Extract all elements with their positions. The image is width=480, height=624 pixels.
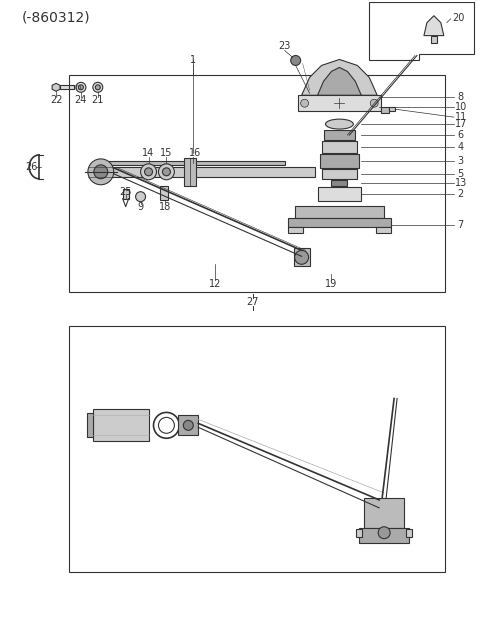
Circle shape bbox=[78, 85, 84, 90]
Bar bbox=[318, 187, 361, 201]
Text: 12: 12 bbox=[209, 279, 221, 289]
Text: 11: 11 bbox=[455, 112, 467, 122]
Text: 18: 18 bbox=[159, 202, 171, 212]
Bar bbox=[69, 76, 445, 292]
Bar bbox=[322, 169, 357, 178]
Text: 26: 26 bbox=[25, 162, 37, 172]
Circle shape bbox=[300, 99, 309, 107]
Bar bbox=[295, 206, 384, 218]
Bar bbox=[381, 107, 389, 113]
Text: 21: 21 bbox=[92, 95, 104, 105]
Bar bbox=[184, 158, 196, 186]
Circle shape bbox=[136, 192, 145, 202]
Bar bbox=[288, 218, 391, 228]
Polygon shape bbox=[424, 16, 444, 36]
Bar bbox=[69, 326, 445, 572]
Text: (-860312): (-860312) bbox=[21, 11, 90, 25]
Text: 2: 2 bbox=[457, 188, 464, 198]
Bar bbox=[431, 36, 437, 42]
Text: 22: 22 bbox=[50, 95, 62, 105]
Circle shape bbox=[291, 56, 300, 66]
Text: 6: 6 bbox=[457, 130, 464, 140]
Text: 24: 24 bbox=[75, 95, 87, 105]
Circle shape bbox=[158, 417, 174, 433]
Circle shape bbox=[144, 168, 153, 176]
Bar bbox=[288, 228, 302, 233]
Bar bbox=[406, 529, 412, 537]
Text: 9: 9 bbox=[137, 202, 144, 212]
Bar bbox=[106, 167, 314, 177]
Text: 1: 1 bbox=[190, 56, 196, 66]
Circle shape bbox=[88, 159, 114, 185]
Bar bbox=[356, 529, 362, 537]
Bar bbox=[324, 130, 355, 140]
Bar bbox=[60, 85, 74, 89]
Text: 19: 19 bbox=[325, 279, 337, 289]
Circle shape bbox=[94, 165, 108, 178]
Circle shape bbox=[93, 82, 103, 92]
Circle shape bbox=[141, 164, 156, 180]
Bar bbox=[93, 409, 148, 441]
Bar bbox=[364, 498, 404, 528]
Circle shape bbox=[158, 164, 174, 180]
Text: 8: 8 bbox=[457, 92, 464, 102]
Text: 25: 25 bbox=[120, 187, 132, 197]
Bar bbox=[320, 154, 360, 168]
Text: 4: 4 bbox=[457, 142, 464, 152]
Text: 13: 13 bbox=[455, 178, 467, 188]
Bar bbox=[389, 107, 395, 111]
Bar bbox=[360, 528, 409, 543]
Bar bbox=[298, 95, 381, 111]
Text: 20: 20 bbox=[453, 12, 465, 22]
Circle shape bbox=[154, 412, 180, 438]
Text: 17: 17 bbox=[455, 119, 467, 129]
Bar bbox=[87, 414, 93, 437]
Bar bbox=[376, 228, 391, 233]
Polygon shape bbox=[318, 67, 361, 95]
Text: 3: 3 bbox=[457, 156, 464, 166]
Bar bbox=[179, 416, 198, 436]
Circle shape bbox=[162, 168, 170, 176]
Text: 27: 27 bbox=[247, 297, 259, 307]
Polygon shape bbox=[301, 59, 377, 95]
Circle shape bbox=[378, 527, 390, 539]
Polygon shape bbox=[52, 84, 60, 91]
Text: 23: 23 bbox=[278, 41, 291, 51]
Bar bbox=[322, 141, 357, 153]
Text: 15: 15 bbox=[160, 148, 173, 158]
Text: 10: 10 bbox=[455, 102, 467, 112]
Bar bbox=[332, 180, 348, 186]
Bar bbox=[123, 188, 129, 198]
Bar bbox=[294, 248, 310, 266]
Text: 16: 16 bbox=[189, 148, 202, 158]
Circle shape bbox=[370, 99, 378, 107]
Circle shape bbox=[183, 421, 193, 431]
Bar bbox=[160, 186, 168, 200]
Text: 5: 5 bbox=[457, 169, 464, 179]
Bar bbox=[106, 161, 285, 165]
Text: 7: 7 bbox=[457, 220, 464, 230]
Circle shape bbox=[295, 250, 309, 265]
Text: 14: 14 bbox=[143, 148, 155, 158]
Ellipse shape bbox=[325, 119, 353, 129]
Circle shape bbox=[76, 82, 86, 92]
Circle shape bbox=[96, 85, 100, 90]
